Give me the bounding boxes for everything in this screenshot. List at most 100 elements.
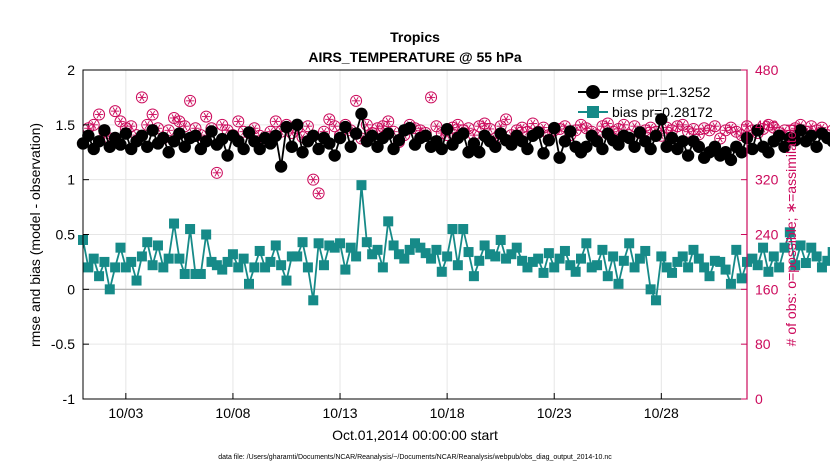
rmse-point	[92, 135, 106, 148]
bias-point	[533, 253, 544, 264]
asterisk-stroke	[690, 125, 696, 133]
bias-point	[618, 255, 629, 266]
bias-point	[693, 253, 704, 264]
bias-point	[169, 218, 180, 229]
bias-point	[768, 251, 779, 262]
bias-point	[356, 180, 367, 191]
bias-point	[361, 237, 372, 248]
y-axis-label-left: rmse and bias (model - observation)	[27, 123, 43, 347]
rmse-point	[98, 124, 111, 137]
rmse-point	[440, 123, 454, 136]
tick-label-right: 160	[755, 281, 779, 297]
bias-point	[554, 253, 565, 264]
obs-possible-point	[382, 115, 395, 128]
obs-possible-point	[109, 105, 122, 118]
rmse-point	[189, 129, 202, 142]
obs-assimilated-point	[678, 120, 687, 129]
obs-assimilated-point	[769, 123, 778, 132]
bias-point	[656, 251, 667, 262]
asterisk-stroke	[717, 134, 723, 143]
bias-point	[645, 284, 656, 295]
asterisk-stroke	[503, 115, 509, 124]
rmse-point	[333, 131, 347, 145]
obs-assimilated-point	[94, 110, 104, 119]
rmse-point	[114, 138, 127, 151]
rmse-point	[489, 140, 502, 153]
bias-point	[586, 262, 597, 273]
rmse-point	[355, 107, 368, 121]
asterisk-stroke	[583, 124, 589, 133]
rmse-point	[692, 140, 706, 153]
asterisk-stroke	[176, 117, 182, 126]
obs-possible-point	[184, 94, 197, 107]
bias-point	[265, 256, 276, 267]
obs-assimilated-point	[201, 112, 211, 121]
bias-point	[608, 251, 619, 262]
asterisk-stroke	[166, 126, 172, 135]
bias-point	[152, 240, 163, 251]
bias-point	[324, 240, 335, 251]
bias-point	[725, 278, 736, 289]
bias-point	[517, 255, 528, 266]
bias-point	[329, 242, 340, 253]
obs-assimilated-point	[732, 127, 741, 136]
series-rmse	[76, 107, 830, 173]
bias-point	[410, 238, 420, 249]
bias-point	[736, 273, 747, 284]
asterisk-stroke	[728, 123, 734, 132]
asterisk-stroke	[112, 107, 118, 115]
bias-point	[790, 260, 801, 271]
bias-point	[238, 253, 249, 264]
bias-point	[667, 267, 678, 278]
rmse-point	[419, 129, 432, 142]
tick-label-right: 80	[755, 336, 771, 352]
bias-point	[816, 262, 827, 273]
bias-point	[163, 253, 174, 264]
rmse-point	[724, 153, 738, 167]
rmse-point	[274, 160, 288, 173]
tick-label-left: 1	[67, 172, 75, 188]
obs-assimilated-point	[309, 175, 318, 184]
asterisk-stroke	[310, 175, 316, 184]
asterisk-stroke	[182, 122, 188, 131]
bias-point	[624, 238, 635, 249]
bias-point	[147, 260, 158, 271]
rmse-point	[349, 127, 363, 140]
asterisk-stroke	[214, 168, 220, 177]
rmse-point	[146, 124, 159, 137]
legend-bias-marker	[587, 106, 599, 118]
rmse-point	[269, 129, 282, 142]
rmse-point	[681, 149, 695, 162]
tick-label-left: 1.5	[56, 117, 76, 133]
obs-assimilated-point	[582, 124, 591, 133]
bias-point	[88, 253, 99, 264]
rmse-point	[82, 129, 95, 142]
bias-point	[683, 262, 694, 273]
rmse-point	[216, 132, 229, 146]
obs-assimilated-point	[126, 122, 136, 131]
rmse-point	[456, 127, 470, 140]
bias-point	[313, 238, 324, 249]
asterisk-stroke	[707, 126, 713, 135]
obs-assimilated-point	[807, 122, 816, 131]
series-bias	[78, 180, 830, 306]
obs-assimilated-point	[271, 117, 280, 126]
tick-label-right: 0	[755, 391, 763, 407]
bias-point	[479, 240, 490, 251]
asterisk-stroke	[648, 123, 654, 132]
bias-point	[822, 255, 830, 266]
bias-point	[661, 262, 672, 273]
bias-point	[650, 295, 661, 306]
asterisk-stroke	[578, 120, 584, 129]
rmse-point	[521, 142, 534, 156]
bias-point	[672, 256, 683, 267]
bias-point	[83, 262, 94, 273]
bias-point	[388, 240, 399, 251]
bias-point	[763, 266, 774, 277]
bias-point	[800, 258, 811, 269]
obs-possible-point	[135, 91, 148, 104]
bias-point	[399, 253, 410, 264]
obs-assimilated-point	[185, 96, 195, 105]
rmse-point	[328, 149, 341, 162]
bias-point	[490, 251, 501, 262]
